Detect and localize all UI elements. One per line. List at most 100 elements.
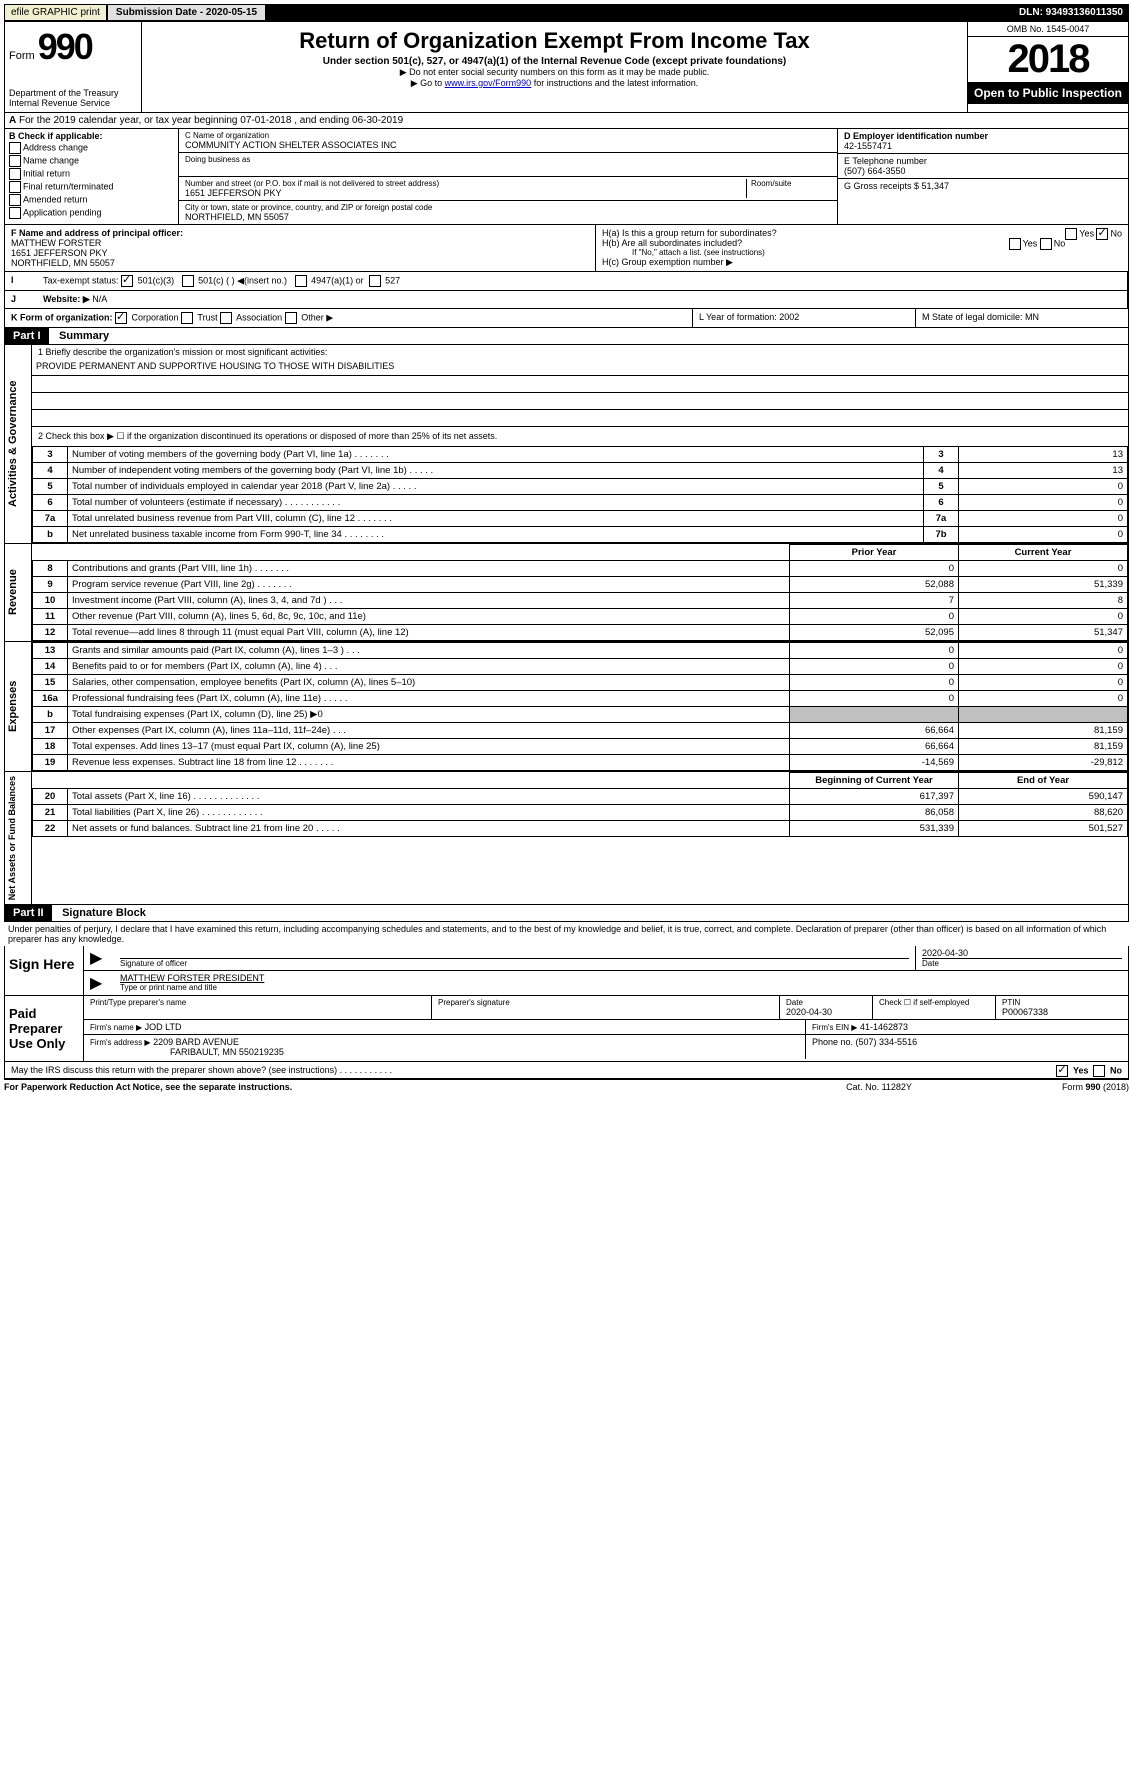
opt-address-change[interactable]: Address change — [9, 142, 174, 154]
officer-addr1: 1651 JEFFERSON PKY — [11, 248, 589, 258]
table-row: 6Total number of volunteers (estimate if… — [33, 495, 1128, 511]
table-row: 20Total assets (Part X, line 16) . . . .… — [33, 789, 1128, 805]
label-ein: D Employer identification number — [844, 131, 1122, 141]
box-k-label: K Form of organization: — [11, 312, 113, 322]
chk-discuss-yes[interactable] — [1056, 1065, 1068, 1077]
efile-label: efile GRAPHIC print — [4, 4, 107, 21]
chk-discuss-no[interactable] — [1093, 1065, 1105, 1077]
opt-other: Other ▶ — [301, 312, 333, 322]
arrow-icon: ▶ — [84, 946, 114, 970]
chk-other[interactable] — [285, 312, 297, 324]
form-header: Form 990 Department of the Treasury Inte… — [4, 21, 1129, 113]
revenue-table: Prior YearCurrent Year8Contributions and… — [32, 544, 1128, 641]
officer-addr2: NORTHFIELD, MN 55057 — [11, 258, 589, 268]
part1-body: Activities & Governance 1 Briefly descri… — [4, 345, 1129, 544]
chk-527[interactable] — [369, 275, 381, 287]
opt-amended-return[interactable]: Amended return — [9, 194, 174, 206]
part1-title: Summary — [51, 330, 109, 342]
side-revenue: Revenue — [5, 544, 32, 641]
submission-date: Submission Date - 2020-05-15 — [107, 4, 266, 21]
form-number: 990 — [38, 26, 92, 67]
opt-final-return[interactable]: Final return/terminated — [9, 181, 174, 193]
k-l-m-row: K Form of organization: Corporation Trus… — [4, 309, 1129, 328]
efile-topbar: efile GRAPHIC print Submission Date - 20… — [4, 4, 1129, 21]
label-j: J — [5, 291, 37, 308]
box-b: B Check if applicable: Address change Na… — [5, 129, 179, 224]
box-c: C Name of organization COMMUNITY ACTION … — [179, 129, 838, 224]
date-label: Date — [922, 958, 1122, 968]
table-row: 10Investment income (Part VIII, column (… — [33, 593, 1128, 609]
box-m: M State of legal domicile: MN — [916, 309, 1128, 327]
mission-text: PROVIDE PERMANENT AND SUPPORTIVE HOUSING… — [32, 359, 1128, 376]
chk-corp[interactable] — [115, 312, 127, 324]
telephone: (507) 664-3550 — [844, 166, 1122, 176]
opt-trust: Trust — [197, 312, 217, 322]
year-box: OMB No. 1545-0047 2018 Open to Public In… — [967, 22, 1128, 112]
h-b-label: H(b) Are all subordinates included? — [602, 238, 742, 248]
mission-blank2 — [32, 393, 1128, 410]
no-label: No — [1110, 1066, 1122, 1076]
perjury-statement: Under penalties of perjury, I declare th… — [4, 922, 1129, 946]
chk-501c[interactable] — [182, 275, 194, 287]
ein: 42-1557471 — [844, 141, 1122, 151]
prep-name-label: Print/Type preparer's name — [84, 996, 432, 1019]
prep-date-label: Date — [786, 998, 866, 1007]
form-subtitle: Under section 501(c), 527, or 4947(a)(1)… — [146, 56, 963, 67]
firm-name: JOD LTD — [145, 1022, 182, 1032]
netassets-section: Net Assets or Fund Balances Beginning of… — [4, 772, 1129, 905]
note2-pre: ▶ Go to — [411, 78, 445, 88]
form-prefix: Form — [9, 50, 35, 62]
part2-header-row: Part II Signature Block — [4, 905, 1129, 922]
paid-preparer-label: Paid Preparer Use Only — [5, 996, 84, 1061]
table-row: 11Other revenue (Part VIII, column (A), … — [33, 609, 1128, 625]
opt-initial-return[interactable]: Initial return — [9, 168, 174, 180]
revenue-section: Revenue Prior YearCurrent Year8Contribut… — [4, 544, 1129, 642]
opt-527: 527 — [385, 275, 400, 285]
opt-corp: Corporation — [132, 312, 179, 322]
table-row: 7aTotal unrelated business revenue from … — [33, 511, 1128, 527]
prep-sig-label: Preparer's signature — [432, 996, 780, 1019]
ptin-value: P00067338 — [1002, 1007, 1122, 1017]
table-row: 15Salaries, other compensation, employee… — [33, 675, 1128, 691]
part2-title: Signature Block — [54, 907, 146, 919]
opt-application-pending[interactable]: Application pending — [9, 207, 174, 219]
table-row: 21Total liabilities (Part X, line 26) . … — [33, 805, 1128, 821]
table-row: 9Program service revenue (Part VIII, lin… — [33, 577, 1128, 593]
tax-status-label: Tax-exempt status: — [43, 275, 119, 285]
label-org-name: C Name of organization — [185, 131, 831, 140]
opt-name-change[interactable]: Name change — [9, 155, 174, 167]
sig-date: 2020-04-30 — [922, 948, 1122, 958]
h-c-label: H(c) Group exemption number ▶ — [602, 257, 1122, 268]
chk-4947[interactable] — [295, 275, 307, 287]
chk-501c3[interactable] — [121, 275, 133, 287]
chk-assoc[interactable] — [220, 312, 232, 324]
firm-addr: 2209 BARD AVENUE — [153, 1037, 239, 1047]
form-number-box: Form 990 Department of the Treasury Inte… — [5, 22, 142, 112]
officer-name-title: MATTHEW FORSTER PRESIDENT — [120, 973, 1122, 983]
table-row: 22Net assets or fund balances. Subtract … — [33, 821, 1128, 837]
irs-link[interactable]: www.irs.gov/Form990 — [445, 78, 532, 88]
website-value: N/A — [92, 294, 107, 304]
label-room: Room/suite — [751, 179, 831, 188]
table-row: 19Revenue less expenses. Subtract line 1… — [33, 755, 1128, 771]
table-row: 13Grants and similar amounts paid (Part … — [33, 643, 1128, 659]
expenses-table: 13Grants and similar amounts paid (Part … — [32, 642, 1128, 771]
opt-501c3: 501(c)(3) — [138, 275, 175, 285]
mission-blank1 — [32, 376, 1128, 393]
table-row: 5Total number of individuals employed in… — [33, 479, 1128, 495]
part1-header-row: Part I Summary — [4, 328, 1129, 345]
label-dba: Doing business as — [185, 155, 831, 164]
firm-ein-label: Firm's EIN ▶ — [812, 1023, 857, 1032]
box-k: K Form of organization: Corporation Trus… — [5, 309, 693, 327]
firm-phone: Phone no. (507) 334-5516 — [806, 1035, 1128, 1059]
org-name: COMMUNITY ACTION SHELTER ASSOCIATES INC — [185, 140, 831, 150]
box-b-title: B Check if applicable: — [9, 131, 174, 141]
ptin-label: PTIN — [1002, 998, 1122, 1007]
note-link: ▶ Go to www.irs.gov/Form990 for instruct… — [146, 78, 963, 89]
chk-trust[interactable] — [181, 312, 193, 324]
governance-table: 3Number of voting members of the governi… — [32, 446, 1128, 543]
label-i: I — [5, 272, 37, 290]
dln: DLN: 93493136011350 — [1013, 5, 1129, 20]
form-title: Return of Organization Exempt From Incom… — [146, 28, 963, 54]
table-row: bNet unrelated business taxable income f… — [33, 527, 1128, 543]
